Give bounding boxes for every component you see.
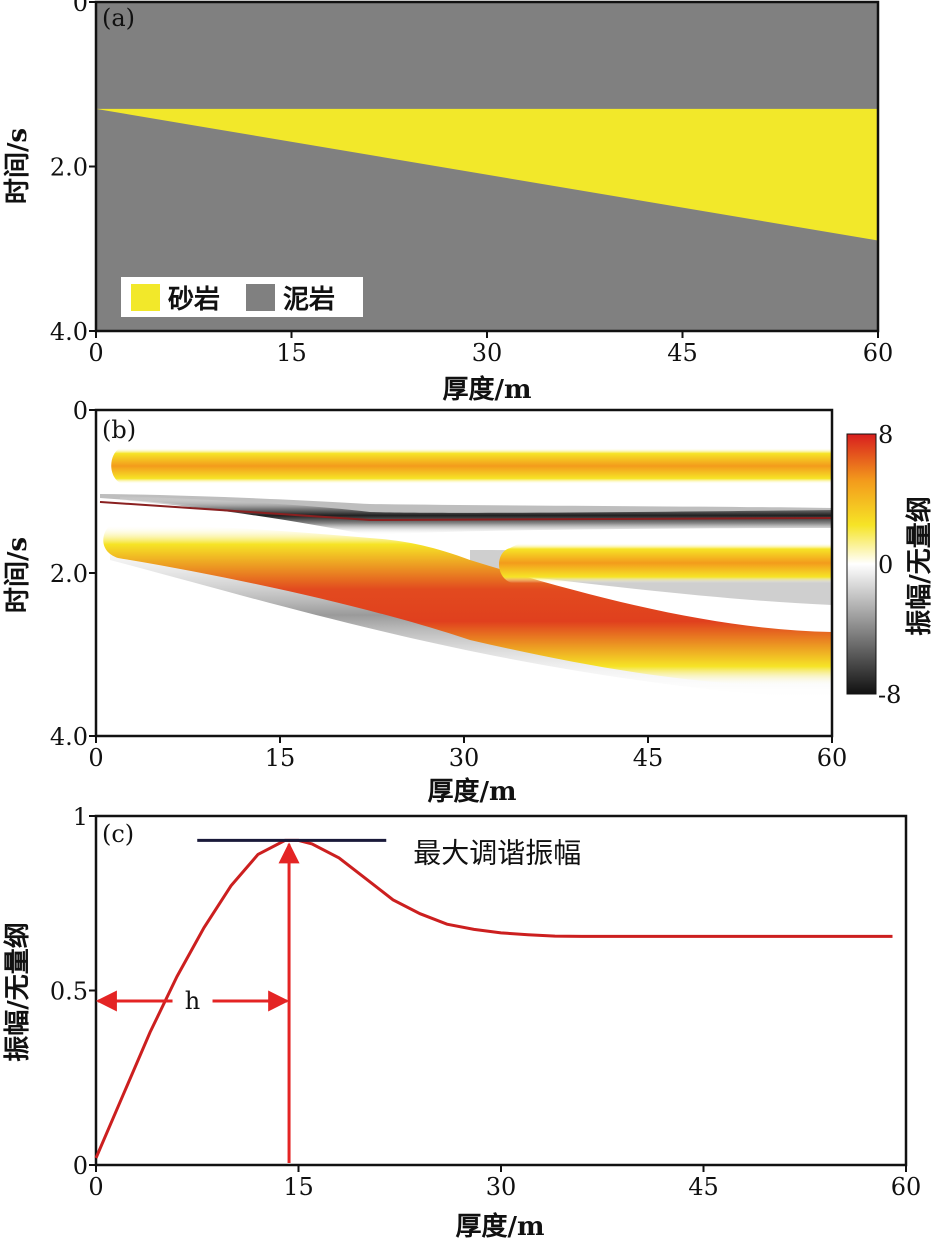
- seismic-section: [99, 448, 833, 700]
- y-tick-label: 1: [73, 803, 88, 831]
- legend-swatch-mudstone: [246, 284, 275, 311]
- x-tick-label: 60: [891, 1173, 922, 1201]
- colorbar-label: 振幅/无量纲: [904, 496, 935, 636]
- h-label: h: [185, 987, 200, 1015]
- x-tick-label: 45: [667, 339, 698, 367]
- y-tick-label: 0: [73, 0, 88, 17]
- legend-label-sandstone: 砂岩: [168, 285, 220, 315]
- y-tick-label: 0: [73, 397, 88, 425]
- panel-b: (b) 0 15 30 45 60 0 2.0 4.0 8 0 -8 振幅/无量纲 厚度/m 时间…: [3, 397, 935, 807]
- legend-label-mudstone: 泥岩: [283, 285, 335, 315]
- panel-c-xlabel: 厚度/m: [455, 1211, 544, 1242]
- x-tick-label: 0: [88, 744, 103, 772]
- x-tick-label: 15: [276, 339, 307, 367]
- event-trough-top-line: [99, 501, 833, 522]
- panel-b-ticks: 0 15 30 45 60 0 2.0 4.0: [50, 397, 847, 772]
- sandstone-wedge: [96, 108, 878, 241]
- panel-a: (a) 砂岩 泥岩 0 15 30 45 60 0 2.0 4.0 厚度/m 时间/s: [3, 0, 893, 405]
- colorbar-ticks: 8 0 -8: [878, 421, 901, 709]
- x-tick-label: 60: [817, 744, 848, 772]
- panel-c-ylabel: 振幅/无量纲: [2, 922, 33, 1062]
- x-tick-label: 30: [486, 1173, 517, 1201]
- colorbar: [846, 433, 877, 695]
- panel-c-frame: [94, 814, 908, 1167]
- event-peak-top: [111, 448, 832, 484]
- panel-b-xlabel: 厚度/m: [427, 776, 516, 807]
- x-tick-label: 15: [283, 1173, 314, 1201]
- y-tick-label: 2.0: [50, 560, 88, 588]
- x-tick-label: 60: [863, 339, 894, 367]
- panel-a-ylabel: 时间/s: [3, 128, 33, 204]
- panel-a-ticks: 0 15 30 45 60 0 2.0 4.0: [50, 0, 893, 367]
- x-tick-label: 45: [633, 744, 664, 772]
- y-tick-label: 4.0: [50, 318, 88, 346]
- legend-swatch-sandstone: [131, 284, 160, 311]
- colorbar-tick-label: 0: [878, 551, 893, 579]
- x-tick-label: 0: [88, 339, 103, 367]
- colorbar-tick-label: 8: [878, 421, 893, 449]
- x-tick-label: 30: [472, 339, 503, 367]
- panel-b-ylabel: 时间/s: [3, 537, 33, 613]
- panel-c-ticks: 0 15 30 45 60 0 0.5 1: [50, 803, 921, 1201]
- max-tuning-amplitude-label: 最大调谐振幅: [413, 836, 581, 869]
- event-peak-right: [498, 543, 832, 583]
- x-tick-label: 15: [265, 744, 296, 772]
- y-tick-label: 0.5: [50, 978, 88, 1006]
- panel-c: (c) 最大调谐振幅 h 0 15 30 45 60 0 0.5 1 厚度/m 振幅/无量纲: [2, 803, 921, 1242]
- x-tick-label: 30: [449, 744, 480, 772]
- y-tick-label: 0: [73, 1152, 88, 1180]
- x-tick-label: 45: [688, 1173, 719, 1201]
- x-tick-label: 0: [88, 1173, 103, 1201]
- panel-a-xlabel: 厚度/m: [442, 374, 531, 405]
- series-amplitude-line: [94, 838, 893, 1159]
- event-peak-base: [103, 525, 832, 686]
- panel-a-legend: 砂岩 泥岩: [121, 277, 363, 317]
- event-trough-top-core: [120, 496, 832, 535]
- y-tick-label: 4.0: [50, 723, 88, 751]
- panel-a-label: (a): [102, 4, 135, 32]
- y-tick-label: 2.0: [50, 154, 88, 182]
- legend-box: [121, 277, 363, 317]
- panel-b-label: (b): [102, 416, 136, 444]
- panel-c-label: (c): [102, 820, 134, 848]
- colorbar-tick-label: -8: [878, 681, 901, 709]
